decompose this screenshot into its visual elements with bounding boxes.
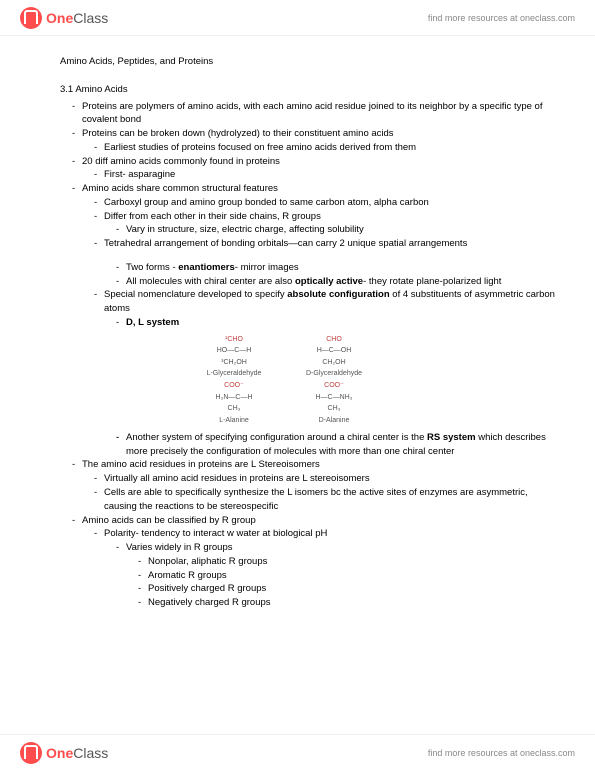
list-item: Positively charged R groups xyxy=(126,582,555,596)
list-item: Amino acids can be classified by R group… xyxy=(60,514,555,610)
list-item: Proteins are polymers of amino acids, wi… xyxy=(60,100,555,128)
list-item: Aromatic R groups xyxy=(126,569,555,583)
brand-text: OneClass xyxy=(46,10,108,26)
list-item: Vary in structure, size, electric charge… xyxy=(104,223,555,237)
header-tagline[interactable]: find more resources at oneclass.com xyxy=(428,13,575,23)
list-item: Another system of specifying configurati… xyxy=(104,431,555,459)
list-item: Virtually all amino acid residues in pro… xyxy=(82,472,555,486)
list-item: Varies widely in R groups Nonpolar, alip… xyxy=(104,541,555,610)
document-body: Amino Acids, Peptides, and Proteins 3.1 … xyxy=(60,55,555,730)
stereochemistry-diagram: ¹CHOCHO HO—C—HH—C—OH ³CH₂OHCH₂OH L-Glyce… xyxy=(184,336,384,425)
page-header: OneClass find more resources at oneclass… xyxy=(0,0,595,36)
list-item: Two forms - enantiomers- mirror images xyxy=(104,261,555,275)
list-item: Tetrahedral arrangement of bonding orbit… xyxy=(82,237,555,288)
list-item: First- asparagine xyxy=(82,168,555,182)
list-item: Amino acids share common structural feat… xyxy=(60,182,555,458)
lock-icon xyxy=(20,742,42,764)
list-item: Special nomenclature developed to specif… xyxy=(82,288,555,458)
list-item: Carboxyl group and amino group bonded to… xyxy=(82,196,555,210)
footer-tagline[interactable]: find more resources at oneclass.com xyxy=(428,748,575,758)
list-item: Nonpolar, aliphatic R groups xyxy=(126,555,555,569)
list-item: All molecules with chiral center are als… xyxy=(104,275,555,289)
section-heading: 3.1 Amino Acids xyxy=(60,83,555,97)
lock-icon xyxy=(20,7,42,29)
list-item: Proteins can be broken down (hydrolyzed)… xyxy=(60,127,555,155)
page-title: Amino Acids, Peptides, and Proteins xyxy=(60,55,555,69)
list-item: The amino acid residues in proteins are … xyxy=(60,458,555,513)
brand-logo[interactable]: OneClass xyxy=(20,742,108,764)
list-item: D, L system xyxy=(104,316,555,330)
list-item: Cells are able to specifically synthesiz… xyxy=(82,486,555,514)
list-item: Differ from each other in their side cha… xyxy=(82,210,555,238)
list-item: 20 diff amino acids commonly found in pr… xyxy=(60,155,555,183)
list-item: Negatively charged R groups xyxy=(126,596,555,610)
list-item: Polarity- tendency to interact w water a… xyxy=(82,527,555,610)
page-footer: OneClass find more resources at oneclass… xyxy=(0,734,595,770)
brand-logo[interactable]: OneClass xyxy=(20,7,108,29)
brand-text: OneClass xyxy=(46,745,108,761)
list-item: Earliest studies of proteins focused on … xyxy=(82,141,555,155)
outline-list: Proteins are polymers of amino acids, wi… xyxy=(60,100,555,610)
